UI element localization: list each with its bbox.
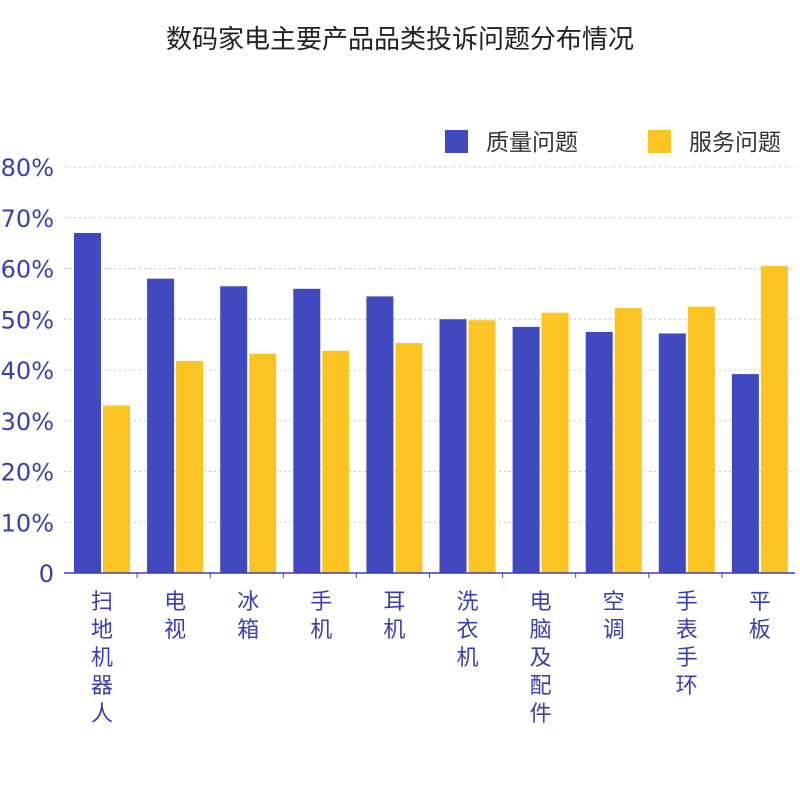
y-tick-label: 10% [1,509,54,537]
chart-title: 数码家电主要产品品类投诉问题分布情况 [166,25,634,55]
bar-service [249,353,277,573]
y-tick-label: 0 [39,560,54,588]
bar-quality [220,286,248,573]
x-category-label: 空调 [603,590,625,643]
legend-label: 服务问题 [689,130,781,156]
bar-quality [512,326,540,573]
bar-quality [439,319,467,573]
bar-service [760,265,788,573]
x-category-label: 冰箱 [237,590,259,643]
x-category-label: 耳机 [383,590,405,643]
y-tick-label: 40% [1,357,54,385]
bar-quality [293,288,321,573]
legend-swatch [648,130,671,153]
y-tick-label: 30% [1,408,54,436]
legend-swatch [445,130,468,153]
x-category-label: 扫地机器人 [91,590,113,727]
bar-service [614,308,642,573]
bar-quality [585,331,613,573]
bar-service [103,405,130,573]
y-tick-label: 80% [1,154,54,182]
bar-service [468,320,496,573]
bar-quality [658,333,686,573]
x-category-label: 手表手环 [676,590,698,699]
y-axis-ticks: 0 10% 20% 30% 40% 50% 60% 70% 80% [1,154,54,588]
y-tick-label: 20% [1,459,54,487]
x-category-label: 洗衣机 [456,590,478,671]
y-tick-label: 70% [1,205,54,233]
x-category-label: 电脑及配件 [530,590,552,727]
x-category-label: 电视 [164,590,186,643]
y-tick-label: 60% [1,256,54,284]
bar-service [541,312,569,573]
x-category-label: 平板 [749,590,771,643]
legend-label: 质量问题 [486,130,578,156]
bar-quality [74,232,101,573]
bar-service [395,343,423,573]
x-category-label: 手机 [310,590,332,643]
bar-quality [731,374,759,573]
legend: 质量问题 服务问题 [445,130,781,156]
bar-quality [147,278,175,573]
bar-service [176,360,204,573]
bar-service [322,350,350,573]
x-axis [64,572,795,578]
y-tick-label: 50% [1,306,54,334]
bar-quality [366,296,394,573]
bars [74,232,788,573]
bar-service [687,306,715,573]
